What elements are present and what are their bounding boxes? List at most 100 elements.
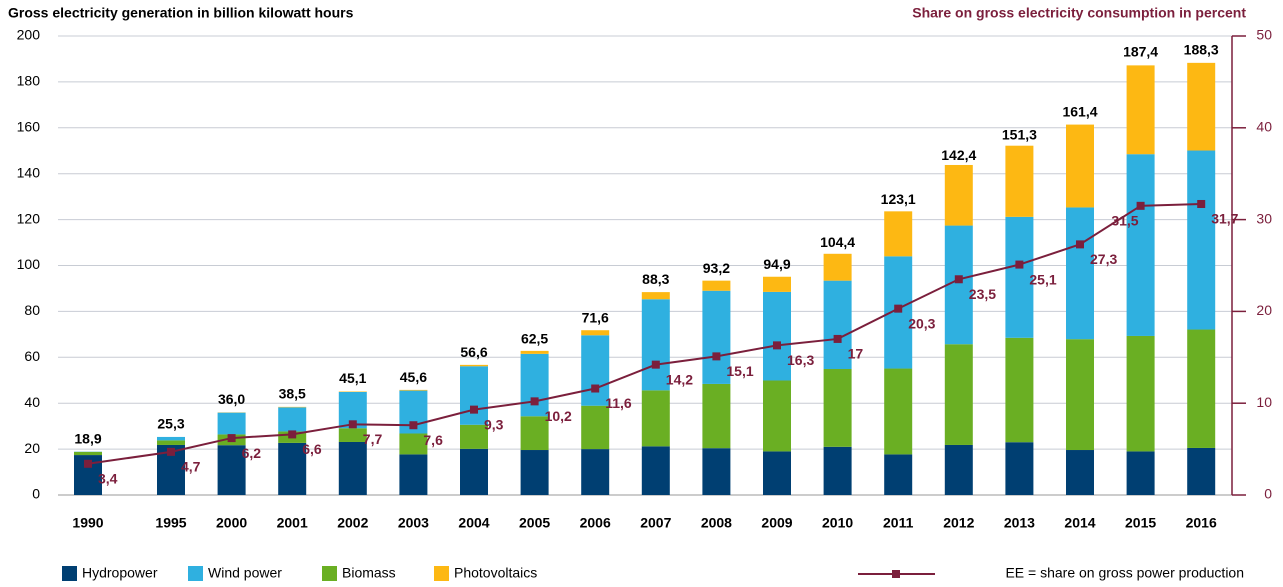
- x-tick-label: 2013: [1004, 515, 1035, 531]
- total-label: 71,6: [582, 309, 609, 325]
- y2-tick-label: 10: [1256, 394, 1272, 410]
- total-label: 45,6: [400, 369, 427, 385]
- x-tick-label: 2009: [761, 515, 792, 531]
- bar-segment: [1127, 65, 1155, 154]
- x-tick-label: 2006: [580, 515, 611, 531]
- total-label: 88,3: [642, 271, 669, 287]
- bar-segment: [1005, 146, 1033, 217]
- line-value-label: 9,3: [484, 416, 504, 432]
- y-tick-label: 0: [32, 486, 40, 502]
- x-tick-label: 1990: [72, 515, 103, 531]
- legend-swatch: [62, 566, 77, 581]
- bar-segment: [1127, 336, 1155, 451]
- bar-segment: [1187, 151, 1215, 330]
- y-tick-label: 120: [17, 210, 41, 226]
- line-value-label: 20,3: [908, 315, 935, 331]
- bar-segment: [945, 165, 973, 226]
- bar-segment: [460, 365, 488, 366]
- line-value-label: 31,5: [1111, 213, 1138, 229]
- y-tick-label: 200: [17, 27, 41, 43]
- bar-segment: [642, 292, 670, 299]
- x-tick-label: 2011: [883, 515, 914, 531]
- line-point: [1076, 240, 1084, 248]
- y2-tick-label: 20: [1256, 302, 1272, 318]
- total-label: 188,3: [1184, 42, 1219, 58]
- bar-segment: [1005, 442, 1033, 495]
- bar-segment: [1005, 338, 1033, 442]
- x-tick-label: 1995: [155, 515, 186, 531]
- line-value-label: 25,1: [1029, 271, 1056, 287]
- line-point: [1015, 261, 1023, 269]
- x-tick-label: 2003: [398, 515, 429, 531]
- total-label: 104,4: [820, 234, 855, 250]
- legend-swatch: [188, 566, 203, 581]
- line-value-label: 14,2: [666, 371, 693, 387]
- bar-segment: [460, 449, 488, 495]
- line-value-label: 7,6: [423, 432, 443, 448]
- total-label: 62,5: [521, 330, 548, 346]
- line-value-label: 23,5: [969, 286, 996, 302]
- chart-title: Gross electricity generation in billion …: [8, 5, 354, 21]
- bar-segment: [581, 406, 609, 449]
- x-tick-label: 2000: [216, 515, 247, 531]
- line-value-label: 7,7: [363, 431, 383, 447]
- line-value-label: 6,6: [302, 441, 322, 457]
- legend-label: Hydropower: [82, 565, 158, 581]
- bar-segment: [581, 330, 609, 335]
- total-label: 18,9: [74, 430, 101, 446]
- bar-segment: [399, 454, 427, 495]
- line-value-label: 31,7: [1211, 211, 1238, 227]
- bar-segment: [824, 369, 852, 447]
- legend-label: EE = share on gross power production: [1005, 565, 1244, 581]
- bar-segment: [702, 281, 730, 291]
- line-point: [409, 421, 417, 429]
- bar-segment: [884, 454, 912, 495]
- total-label: 161,4: [1062, 103, 1097, 119]
- line-point: [712, 352, 720, 360]
- bar-segment: [824, 254, 852, 281]
- bar-segment: [1066, 207, 1094, 339]
- total-label: 94,9: [763, 256, 790, 272]
- bar-segment: [1066, 339, 1094, 450]
- legend-swatch: [322, 566, 337, 581]
- bar-segment: [945, 445, 973, 495]
- y-tick-label: 160: [17, 119, 41, 135]
- legend-marker: [892, 570, 900, 578]
- y2-title: Share on gross electricity consumption i…: [912, 5, 1246, 21]
- total-label: 36,0: [218, 391, 245, 407]
- x-tick-label: 2014: [1064, 515, 1095, 531]
- bar-segment: [399, 390, 427, 391]
- x-tick-label: 2002: [337, 515, 368, 531]
- y-tick-label: 80: [24, 302, 40, 318]
- bar-segment: [521, 354, 549, 416]
- bar-segment: [702, 448, 730, 495]
- x-tick-label: 2001: [277, 515, 308, 531]
- line-point: [955, 275, 963, 283]
- line-point: [591, 385, 599, 393]
- bar-segment: [763, 451, 791, 495]
- total-label: 187,4: [1123, 44, 1158, 60]
- y2-tick-label: 0: [1264, 486, 1272, 502]
- y-tick-label: 40: [24, 394, 40, 410]
- legend-label: Wind power: [208, 565, 282, 581]
- y-tick-label: 60: [24, 348, 40, 364]
- line-value-label: 27,3: [1090, 251, 1117, 267]
- bar-segment: [581, 449, 609, 495]
- y-tick-label: 100: [17, 256, 41, 272]
- bar-segment: [1187, 63, 1215, 151]
- line-point: [773, 341, 781, 349]
- x-tick-label: 2008: [701, 515, 732, 531]
- bar-segment: [702, 384, 730, 448]
- line-value-label: 3,4: [98, 470, 118, 486]
- x-tick-label: 2016: [1186, 515, 1217, 531]
- line-value-label: 10,2: [545, 408, 572, 424]
- line-point: [288, 430, 296, 438]
- bar-segment: [642, 390, 670, 446]
- line-point: [349, 420, 357, 428]
- x-tick-label: 2007: [640, 515, 671, 531]
- legend-swatch: [434, 566, 449, 581]
- x-tick-label: 2015: [1125, 515, 1156, 531]
- total-label: 38,5: [279, 385, 306, 401]
- bar-segment: [824, 447, 852, 495]
